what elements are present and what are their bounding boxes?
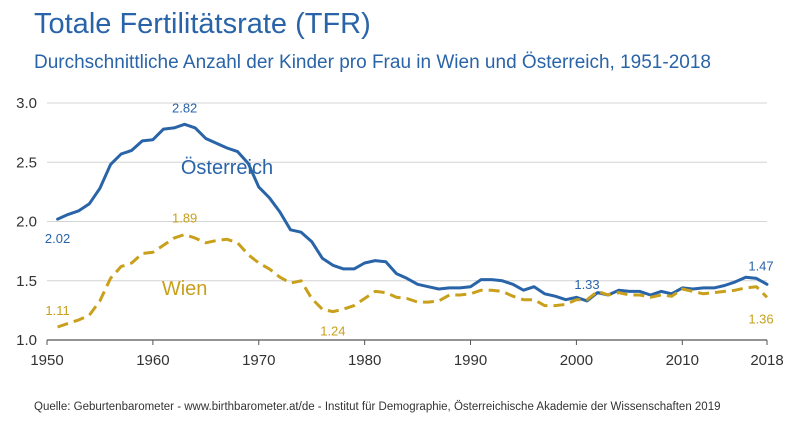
data-label-oesterreich: 2.82	[172, 100, 197, 115]
y-tick-label: 1.0	[16, 332, 37, 349]
x-tick-label: 2018	[750, 352, 783, 369]
source-note: Quelle: Geburtenbarometer - www.birthbar…	[34, 401, 721, 413]
data-label-wien: 1.36	[748, 311, 773, 326]
series-label-oesterreich: Österreich	[181, 157, 273, 179]
y-tick-label: 1.5	[16, 273, 37, 290]
data-label-oesterreich: 2.02	[45, 231, 70, 246]
x-tick-label: 1990	[454, 352, 487, 369]
y-tick-label: 2.0	[16, 214, 37, 231]
series-label-wien: Wien	[162, 278, 208, 300]
axes: 1.0 1.5 2.0 2.5 3.0 1950 1960 1970 1980 1990 2000 2…	[16, 95, 784, 369]
y-tick-label: 3.0	[16, 95, 37, 112]
data-label-oesterreich: 1.47	[748, 258, 773, 273]
x-tick-label: 1980	[348, 352, 381, 369]
x-tick-label: 1950	[30, 352, 63, 369]
grid-lines	[47, 102, 767, 282]
series-line-oesterreich	[56, 122, 769, 303]
chart-subtitle: Durchschnittliche Anzahl der Kinder pro …	[34, 52, 711, 73]
x-tick-label: 2010	[666, 352, 699, 369]
data-label-oesterreich: 1.33	[574, 277, 599, 292]
x-tick-label: 2000	[560, 352, 593, 369]
series-lines	[56, 122, 769, 329]
data-label-wien: 1.89	[172, 211, 197, 226]
data-label-wien: 1.11	[45, 303, 69, 318]
data-label-wien: 1.24	[320, 324, 345, 339]
data-labels: 2.02 2.82 1.33 1.47 1.11 1.89 1.24 1.36 Österrei…	[45, 100, 774, 338]
x-tick-label: 1960	[136, 352, 169, 369]
x-tick-label: 1970	[242, 352, 275, 369]
y-tick-label: 2.5	[16, 154, 37, 171]
chart-title: Totale Fertilitätsrate (TFR)	[34, 8, 371, 40]
series-line-wien	[57, 233, 769, 329]
